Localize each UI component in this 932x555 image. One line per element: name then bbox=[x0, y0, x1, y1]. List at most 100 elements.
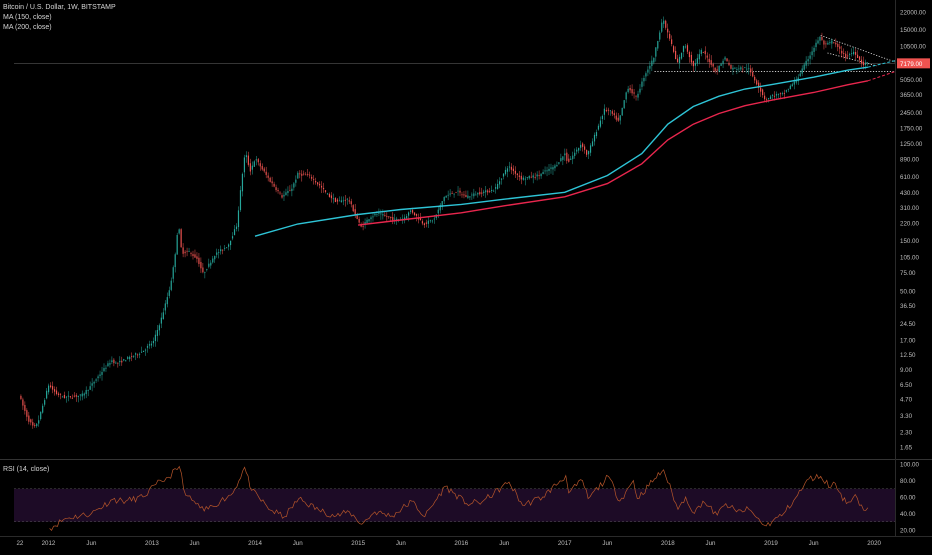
candle-body bbox=[854, 51, 857, 55]
candle-body bbox=[574, 152, 576, 156]
candle-body bbox=[97, 376, 99, 379]
candle-body bbox=[150, 343, 153, 346]
candle-body bbox=[728, 62, 730, 66]
candle-body bbox=[121, 360, 123, 363]
candle-body bbox=[172, 267, 174, 279]
candle-body bbox=[152, 341, 155, 344]
candle-body bbox=[530, 176, 532, 178]
candle-body bbox=[322, 187, 325, 190]
candle-body bbox=[32, 422, 34, 426]
candle-body bbox=[760, 87, 762, 92]
candle-body bbox=[222, 249, 224, 251]
ma200-legend: MA (200, close) bbox=[3, 24, 52, 31]
candle-body bbox=[611, 111, 613, 114]
candle-body bbox=[506, 168, 509, 172]
candle-body bbox=[849, 54, 851, 55]
candle-body bbox=[716, 69, 718, 71]
candle-body bbox=[113, 359, 115, 364]
rsi-line bbox=[49, 465, 869, 531]
candle-body bbox=[61, 396, 64, 398]
candle-body bbox=[297, 172, 299, 179]
candle-body bbox=[220, 249, 222, 252]
candle-body bbox=[318, 183, 321, 186]
candle-body bbox=[619, 115, 621, 121]
candle-body bbox=[210, 262, 212, 266]
candle-body bbox=[578, 147, 580, 151]
candle-body bbox=[516, 173, 518, 176]
candle-body bbox=[684, 46, 687, 48]
candle-body bbox=[245, 155, 247, 158]
candle-body bbox=[352, 205, 354, 212]
candle-body bbox=[443, 197, 445, 202]
candle-body bbox=[688, 52, 691, 58]
rsi-legend: RSI (14, close) bbox=[3, 466, 50, 473]
candle-body bbox=[89, 386, 91, 390]
candle-body bbox=[807, 59, 809, 62]
candle-body bbox=[566, 152, 568, 161]
candle-body bbox=[301, 173, 303, 176]
candle-body bbox=[186, 250, 188, 252]
candle-body bbox=[85, 390, 87, 395]
candle-body bbox=[451, 193, 453, 194]
candle-body bbox=[99, 374, 101, 376]
candle-body bbox=[324, 190, 327, 192]
candle-body bbox=[510, 166, 513, 170]
candle-body bbox=[603, 108, 605, 115]
candle-body bbox=[767, 97, 770, 99]
candle-body bbox=[360, 224, 362, 227]
time-tick-label: 22 bbox=[16, 540, 23, 547]
candle-body bbox=[860, 59, 863, 64]
candle-body bbox=[148, 344, 151, 346]
candle-body bbox=[111, 360, 113, 362]
candle-body bbox=[429, 220, 431, 222]
candle-body bbox=[496, 184, 499, 189]
candle-body bbox=[334, 198, 336, 203]
candle-body bbox=[593, 134, 596, 142]
candle-body bbox=[344, 199, 346, 201]
candle-body bbox=[710, 60, 712, 65]
candle-body bbox=[769, 96, 772, 100]
price-tick-label: 50.00 bbox=[900, 288, 916, 295]
candle-body bbox=[498, 181, 501, 185]
candle-body bbox=[265, 171, 267, 175]
candle-body bbox=[748, 68, 750, 70]
candle-body bbox=[135, 353, 137, 355]
candle-body bbox=[358, 218, 360, 223]
candle-body bbox=[176, 234, 178, 255]
candle-body bbox=[65, 396, 68, 398]
candle-body bbox=[281, 195, 283, 198]
candle-body bbox=[139, 353, 141, 355]
candle-body bbox=[449, 193, 451, 195]
candle-body bbox=[354, 209, 356, 215]
candle-body bbox=[615, 115, 617, 120]
candle-body bbox=[368, 219, 370, 222]
candle-body bbox=[833, 42, 835, 44]
candle-body bbox=[214, 255, 216, 260]
candle-body bbox=[461, 194, 463, 196]
candle-body bbox=[190, 253, 192, 254]
candle-body bbox=[253, 161, 255, 167]
candle-body bbox=[542, 172, 544, 175]
candle-body bbox=[827, 42, 829, 45]
candle-body bbox=[332, 198, 335, 200]
candle-body bbox=[198, 257, 200, 264]
candle-body bbox=[362, 226, 364, 227]
candle-body bbox=[372, 216, 374, 218]
candle-body bbox=[386, 216, 388, 217]
candle-body bbox=[241, 173, 244, 192]
candle-body bbox=[781, 93, 783, 95]
candle-body bbox=[287, 190, 289, 193]
candle-body bbox=[200, 261, 202, 269]
candle-body bbox=[558, 162, 560, 164]
candle-body bbox=[651, 60, 653, 67]
candle-body bbox=[637, 93, 639, 98]
candle-body bbox=[24, 404, 26, 411]
candle-body bbox=[115, 362, 117, 364]
price-tick-label: 150.00 bbox=[900, 238, 919, 245]
candle-body bbox=[109, 363, 111, 365]
candle-body bbox=[548, 168, 550, 171]
candle-body bbox=[356, 215, 358, 220]
